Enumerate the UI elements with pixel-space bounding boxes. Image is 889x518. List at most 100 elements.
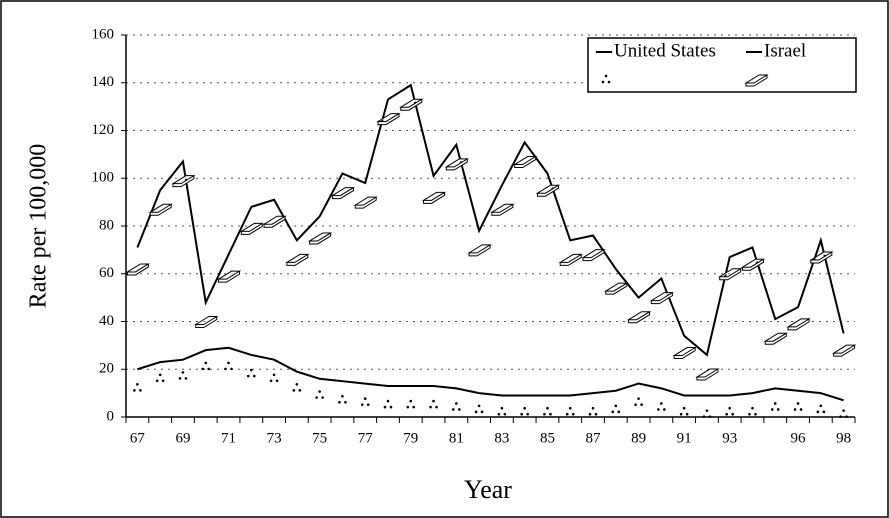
marker	[490, 203, 515, 216]
dot	[338, 400, 341, 404]
dot	[360, 403, 364, 406]
legend-marker	[744, 74, 769, 87]
brick-shape	[744, 74, 769, 87]
dot	[429, 405, 432, 409]
legend-label: Israel	[764, 40, 806, 61]
dot	[702, 415, 706, 418]
x-tick-label: 81	[449, 430, 464, 446]
dot	[637, 397, 640, 400]
dot	[571, 412, 575, 416]
brick-shape	[763, 332, 789, 345]
y-tick-label: 60	[99, 265, 114, 281]
dot	[685, 412, 689, 416]
marker	[626, 311, 652, 324]
dot	[497, 412, 501, 416]
dot	[155, 379, 159, 383]
marker	[725, 406, 735, 416]
dot	[591, 406, 595, 410]
x-tick-label: 79	[403, 430, 418, 446]
dot	[133, 389, 136, 392]
marker	[695, 368, 720, 381]
dot	[748, 412, 751, 416]
brick-shape	[604, 282, 629, 295]
marker	[474, 404, 484, 414]
brick-shape	[740, 258, 766, 271]
marker	[558, 253, 584, 266]
marker	[330, 187, 356, 200]
marker	[224, 361, 233, 371]
dot	[682, 406, 686, 410]
dot	[344, 400, 347, 404]
dot	[725, 412, 729, 416]
marker	[588, 406, 598, 416]
brick-shape	[581, 249, 606, 262]
dot	[819, 404, 823, 408]
dot	[751, 406, 754, 410]
dot	[845, 415, 848, 418]
brick-shape	[649, 292, 675, 305]
dot	[770, 408, 774, 411]
marker	[452, 402, 461, 411]
brick-shape	[695, 368, 720, 381]
x-tick-label: 69	[175, 430, 190, 446]
dot	[383, 405, 387, 409]
dot	[230, 367, 233, 371]
dot	[455, 402, 458, 405]
marker	[125, 263, 151, 276]
dot	[601, 80, 605, 84]
dot	[796, 402, 800, 405]
marker	[581, 249, 606, 262]
dot	[204, 361, 208, 365]
dot	[458, 408, 461, 411]
dot	[246, 374, 250, 378]
brick-shape	[490, 203, 515, 216]
dot	[201, 367, 205, 371]
marker	[839, 409, 848, 418]
legend-label: United States	[614, 40, 716, 61]
dot	[543, 412, 546, 416]
dot	[321, 396, 324, 399]
marker	[512, 156, 538, 169]
y-tick-label: 140	[92, 74, 115, 90]
marker	[429, 399, 438, 409]
marker	[262, 215, 287, 228]
dot	[640, 403, 643, 406]
dot	[136, 383, 139, 386]
dot	[634, 403, 637, 406]
dot	[269, 379, 273, 383]
dot	[272, 373, 276, 377]
dot	[452, 408, 455, 411]
brick-shape	[831, 344, 857, 357]
x-axis-label: Year	[464, 475, 512, 504]
x-tick-label: 73	[267, 430, 282, 446]
dot	[181, 371, 185, 374]
marker	[133, 383, 142, 392]
dot	[604, 74, 608, 78]
brick-shape	[307, 232, 333, 245]
x-tick-label: 93	[722, 430, 737, 446]
marker	[444, 158, 470, 171]
dot	[520, 412, 523, 416]
marker	[360, 397, 370, 406]
dot	[480, 410, 484, 414]
dot	[839, 415, 842, 418]
marker	[543, 406, 552, 416]
y-tick-label: 0	[107, 408, 115, 424]
x-tick-label: 77	[358, 430, 374, 446]
dot	[207, 367, 211, 371]
brick-shape	[171, 175, 196, 188]
marker	[717, 268, 743, 281]
marker	[763, 332, 789, 345]
marker	[178, 371, 188, 380]
dot	[546, 406, 549, 410]
marker	[740, 258, 766, 271]
dot	[773, 402, 777, 405]
marker	[816, 404, 826, 414]
dot	[500, 406, 504, 410]
dot	[816, 410, 820, 414]
marker	[201, 361, 211, 371]
marker	[383, 399, 393, 409]
brick-shape	[444, 158, 470, 171]
x-tick-label: 91	[677, 430, 692, 446]
marker	[634, 397, 643, 406]
